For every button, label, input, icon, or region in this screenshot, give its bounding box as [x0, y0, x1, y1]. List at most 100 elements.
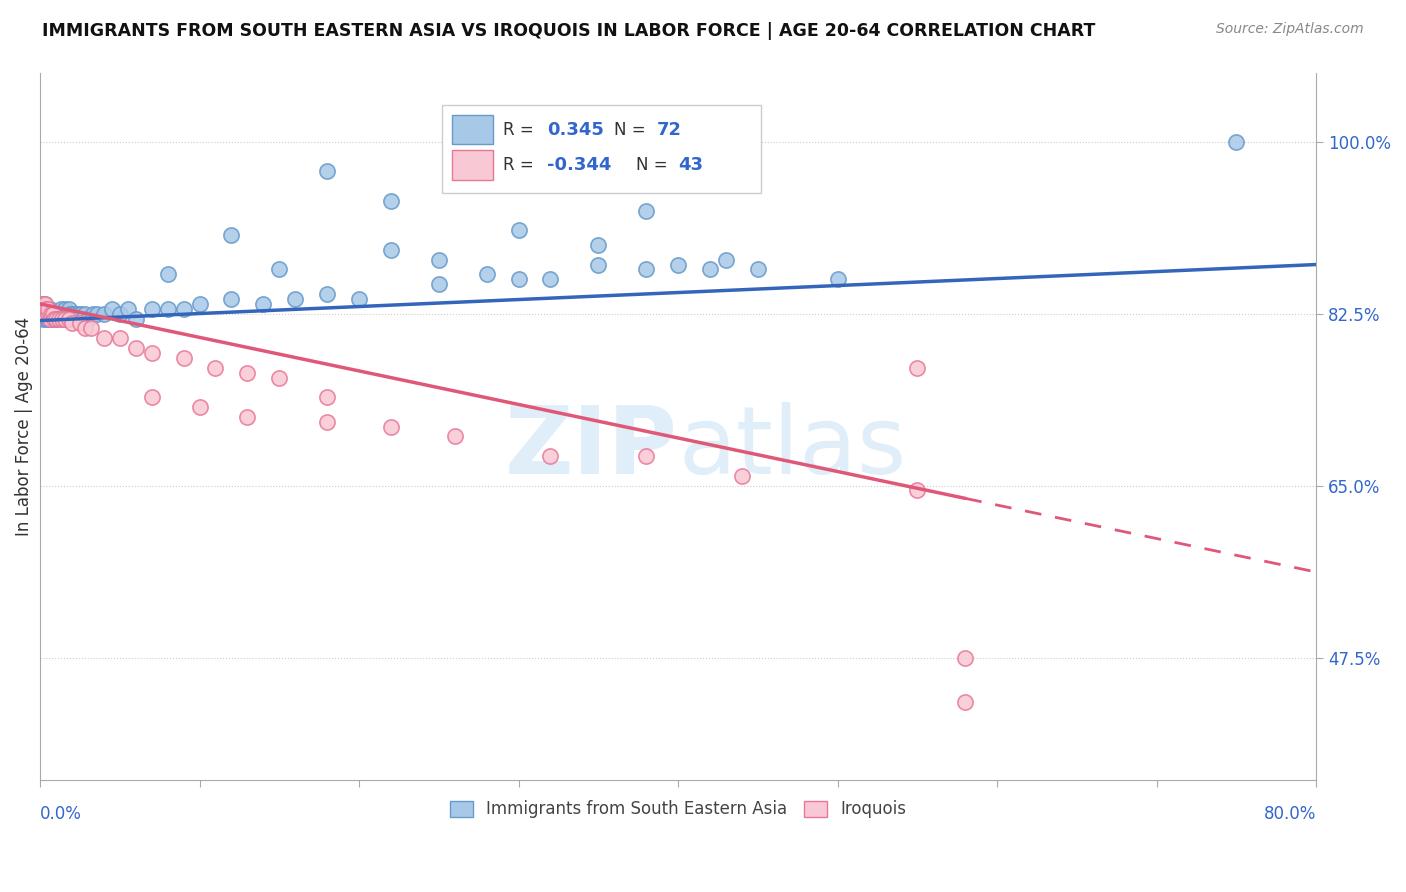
Point: [316, 287, 339, 301]
Point: [269, 370, 291, 384]
Point: [44, 311, 66, 326]
Point: [34, 301, 56, 316]
Point: [48, 307, 70, 321]
Text: N =: N =: [614, 120, 651, 138]
Point: [51, 307, 73, 321]
Point: [108, 307, 131, 321]
Point: [636, 262, 658, 277]
Point: [39, 307, 62, 321]
Point: [540, 449, 562, 463]
Text: N =: N =: [636, 156, 673, 174]
Y-axis label: In Labor Force | Age 20-64: In Labor Force | Age 20-64: [15, 317, 32, 536]
Point: [60, 317, 83, 331]
Point: [69, 317, 91, 331]
Point: [588, 238, 610, 252]
Text: 72: 72: [657, 120, 682, 138]
Legend: Immigrants from South Eastern Asia, Iroquois: Immigrants from South Eastern Asia, Iroq…: [443, 794, 914, 825]
Point: [46, 307, 69, 321]
Point: [59, 307, 82, 321]
Point: [156, 268, 179, 282]
Point: [56, 307, 79, 321]
Point: [93, 307, 115, 321]
Point: [380, 194, 402, 208]
Text: atlas: atlas: [678, 402, 907, 494]
Point: [427, 277, 450, 292]
Point: [380, 243, 402, 257]
Point: [42, 307, 65, 321]
Text: 80.0%: 80.0%: [1264, 805, 1316, 822]
Point: [443, 429, 465, 443]
Point: [427, 252, 450, 267]
Text: Source: ZipAtlas.com: Source: ZipAtlas.com: [1216, 22, 1364, 37]
Point: [714, 252, 737, 267]
Point: [37, 307, 59, 321]
Point: [588, 258, 610, 272]
Point: [44, 311, 66, 326]
Point: [905, 360, 928, 375]
Point: [141, 301, 163, 316]
Point: [32, 311, 55, 326]
Point: [636, 203, 658, 218]
Point: [51, 311, 73, 326]
Point: [508, 223, 530, 237]
Point: [666, 258, 689, 272]
Point: [58, 311, 80, 326]
Point: [236, 409, 259, 424]
Point: [141, 346, 163, 360]
Point: [93, 331, 115, 345]
Point: [42, 307, 65, 321]
FancyBboxPatch shape: [453, 115, 494, 145]
Point: [82, 307, 104, 321]
Point: [636, 449, 658, 463]
Point: [39, 307, 62, 321]
Point: [38, 307, 60, 321]
Text: IMMIGRANTS FROM SOUTH EASTERN ASIA VS IROQUOIS IN LABOR FORCE | AGE 20-64 CORREL: IMMIGRANTS FROM SOUTH EASTERN ASIA VS IR…: [42, 22, 1095, 40]
Point: [49, 301, 72, 316]
Point: [52, 311, 75, 326]
Point: [60, 307, 83, 321]
Point: [73, 321, 96, 335]
Point: [284, 292, 307, 306]
Point: [100, 301, 122, 316]
Point: [31, 307, 53, 321]
Point: [35, 301, 58, 316]
Text: 0.345: 0.345: [547, 120, 603, 138]
Point: [45, 311, 67, 326]
Point: [316, 415, 339, 429]
Point: [173, 301, 195, 316]
Text: -0.344: -0.344: [547, 156, 612, 174]
Point: [188, 297, 211, 311]
Point: [35, 307, 58, 321]
Point: [58, 301, 80, 316]
Point: [699, 262, 721, 277]
Point: [55, 311, 77, 326]
Point: [32, 301, 55, 316]
Point: [31, 307, 53, 321]
Point: [1225, 135, 1247, 149]
Point: [141, 390, 163, 404]
Point: [45, 307, 67, 321]
Point: [37, 301, 59, 316]
Point: [955, 695, 977, 709]
Point: [67, 307, 90, 321]
Point: [747, 262, 769, 277]
Point: [34, 307, 56, 321]
Point: [70, 307, 93, 321]
Point: [76, 311, 98, 326]
Point: [108, 331, 131, 345]
Point: [37, 301, 59, 316]
Point: [269, 262, 291, 277]
Point: [173, 351, 195, 365]
Point: [55, 301, 77, 316]
Point: [39, 311, 62, 326]
FancyBboxPatch shape: [453, 150, 494, 180]
Point: [32, 297, 55, 311]
Point: [221, 292, 243, 306]
Point: [38, 301, 60, 316]
Text: R =: R =: [503, 156, 540, 174]
Point: [316, 390, 339, 404]
Point: [188, 400, 211, 414]
Point: [540, 272, 562, 286]
Point: [827, 272, 849, 286]
Point: [34, 307, 56, 321]
